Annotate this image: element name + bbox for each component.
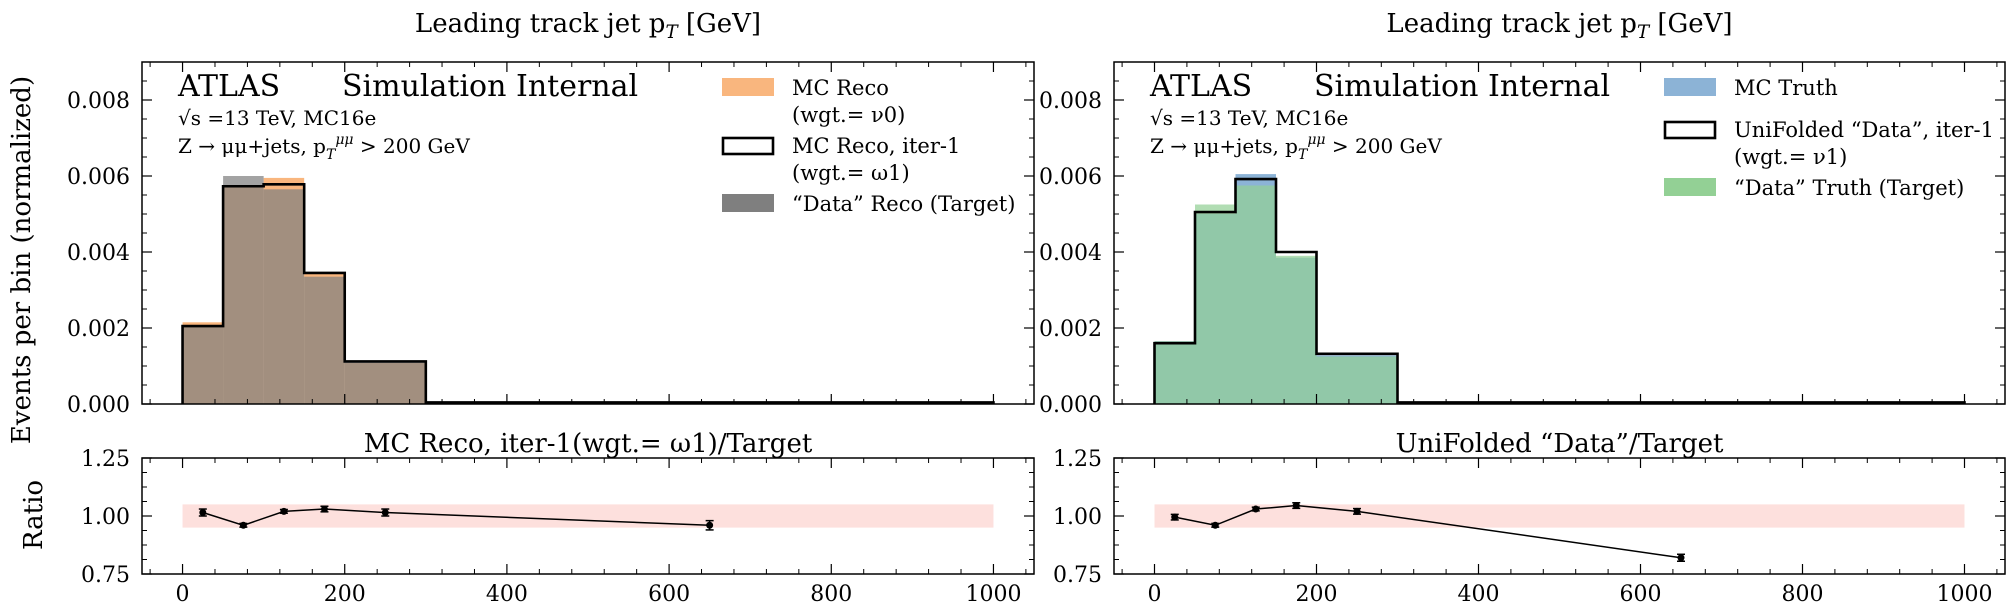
main-left-bar — [223, 176, 264, 404]
main-right-atlas-label: ATLAS — [1149, 69, 1252, 104]
main-left-ytick-label: 0.004 — [67, 241, 130, 266]
main-right-legend-label: “Data” Truth (Target) — [1734, 176, 1964, 200]
main-left-ytick-label: 0.002 — [67, 317, 130, 342]
main-right-bar — [1195, 204, 1236, 404]
ratio-left-ratio-point — [381, 509, 389, 517]
main-left-step-line — [181, 183, 995, 404]
ratio-right-xtick-label: 200 — [1296, 582, 1338, 607]
ratio-left-ratio-line — [202, 508, 710, 527]
main-right-bar — [1154, 341, 1195, 404]
ratio-left-title: MC Reco, iter-1(wgt.= ω1)/Target — [364, 429, 813, 459]
main-left-process-label: Z → μμ+jets, pTμμ > 200 GeV — [178, 132, 470, 163]
ratio-left-ratio-point — [280, 507, 288, 515]
ratio-left-ratio-point — [706, 521, 714, 529]
main-right-panel: Leading track jet pT [GeV] 0.000 0.002 0.00… — [1039, 9, 2006, 418]
ratio-left-ytick-label: 1.25 — [81, 447, 130, 472]
ratio-right-xtick-label: 800 — [1782, 582, 1824, 607]
ratio-left-xtick-label: 0 — [176, 582, 190, 607]
main-left-ytick-label: 0.008 — [67, 89, 130, 114]
ratio-left-ratio-point — [199, 509, 207, 517]
ratio-left-ratio-point — [239, 521, 247, 529]
ratio-left-panel: MC Reco, iter-1(wgt.= ω1)/Target 0.75 1.00… — [81, 429, 1035, 607]
ratio-left-ytick-label: 1.00 — [81, 505, 130, 530]
ratio-ylabel: Ratio — [19, 480, 49, 550]
ratio-right-xtick-label: 0 — [1148, 582, 1162, 607]
ratio-left-ytick-label: 0.75 — [81, 563, 130, 588]
main-left-title: Leading track jet pT [GeV] — [415, 9, 761, 43]
main-right-status-label: Simulation Internal — [1314, 69, 1610, 104]
main-ylabel: Events per bin (normalized) — [7, 76, 37, 444]
main-left-panel: Leading track jet pT [GeV] 0.000 0.002 0.00… — [67, 9, 1035, 418]
ratio-left-xtick-label: 400 — [486, 582, 528, 607]
main-right-energy-label: √s =13 TeV, MC16e — [1150, 106, 1348, 130]
main-left-legend-label: (wgt.= ω1) — [792, 161, 910, 185]
ratio-left-xtick-label: 1000 — [965, 582, 1021, 607]
ratio-left-xtick-label: 200 — [324, 582, 366, 607]
main-right-bar — [1316, 356, 1398, 404]
main-right-ytick-label: 0.002 — [1039, 317, 1102, 342]
ratio-right-ratio-point — [1292, 502, 1300, 510]
main-right-bar — [1276, 255, 1317, 404]
main-left-legend-swatch — [722, 194, 774, 212]
main-left-atlas-label: ATLAS — [177, 69, 280, 104]
main-left-legend-label: MC Reco, iter-1 — [792, 134, 960, 158]
main-left-ytick-label: 0.006 — [67, 165, 130, 190]
main-right-legend-label: (wgt.= ν1) — [1734, 145, 1847, 169]
ratio-right-ratio-line — [1174, 504, 1682, 559]
main-right-legend-swatch — [1663, 120, 1717, 140]
main-right-ytick-label: 0.006 — [1039, 165, 1102, 190]
ratio-left-uncertainty-band — [182, 504, 994, 528]
main-left-legend-swatch — [722, 78, 774, 96]
ratio-right-ytick-label: 0.75 — [1053, 563, 1102, 588]
main-right-step-line — [1153, 177, 1966, 404]
main-right-process-label: Z → μμ+jets, pTμμ > 200 GeV — [1150, 132, 1442, 163]
ratio-right-xtick-label: 1000 — [1937, 582, 1993, 607]
ratio-right-ratio-point — [1353, 507, 1361, 515]
main-right-legend-swatch — [1664, 78, 1716, 96]
ratio-right-ratio-point — [1252, 505, 1260, 513]
main-left-legend-swatch — [721, 136, 775, 156]
main-left-status-label: Simulation Internal — [342, 69, 638, 104]
main-right-legend-label: UniFolded “Data”, iter-1 — [1734, 118, 1994, 142]
main-left-legend-label: MC Reco — [792, 76, 889, 100]
ratio-left-xtick-label: 800 — [810, 582, 852, 607]
main-left-ytick-label: 0.000 — [67, 393, 130, 418]
main-left-legend-label: “Data” Reco (Target) — [792, 192, 1015, 216]
ratio-right-ytick-label: 1.25 — [1053, 447, 1102, 472]
ratio-left-xtick-label: 600 — [648, 582, 690, 607]
ratio-right-ytick-label: 1.00 — [1053, 505, 1102, 530]
main-left-energy-label: √s =13 TeV, MC16e — [178, 106, 376, 130]
main-right-title: Leading track jet pT [GeV] — [1386, 9, 1732, 43]
ratio-right-xtick-label: 600 — [1620, 582, 1662, 607]
ratio-right-panel: UniFolded “Data”/Target 0.75 1.00 1.25 0 200 4… — [1053, 429, 2006, 607]
main-right-legend-label: MC Truth — [1734, 76, 1838, 100]
main-right-bar — [1235, 185, 1276, 404]
main-left-legend-label: (wgt.= ν0) — [792, 103, 905, 127]
main-left-bar — [263, 189, 305, 404]
main-left-bar — [182, 326, 224, 404]
ratio-left-ratio-point — [320, 505, 328, 513]
ratio-right-ratio-point — [1171, 513, 1179, 521]
panels: Leading track jet pT [GeV] 0.000 0.002 0.00… — [67, 9, 2006, 607]
ratio-right-title: UniFolded “Data”/Target — [1396, 429, 1724, 459]
main-right-ytick-label: 0.004 — [1039, 241, 1102, 266]
ratio-right-ratio-point — [1677, 554, 1685, 562]
main-right-legend-swatch — [1664, 178, 1716, 196]
ratio-right-ratio-point — [1211, 521, 1219, 529]
main-left-bar — [344, 362, 426, 404]
main-right-ytick-label: 0.000 — [1039, 393, 1102, 418]
main-left-bar — [304, 276, 345, 404]
main-right-ytick-label: 0.008 — [1039, 89, 1102, 114]
ratio-right-xtick-label: 400 — [1458, 582, 1500, 607]
